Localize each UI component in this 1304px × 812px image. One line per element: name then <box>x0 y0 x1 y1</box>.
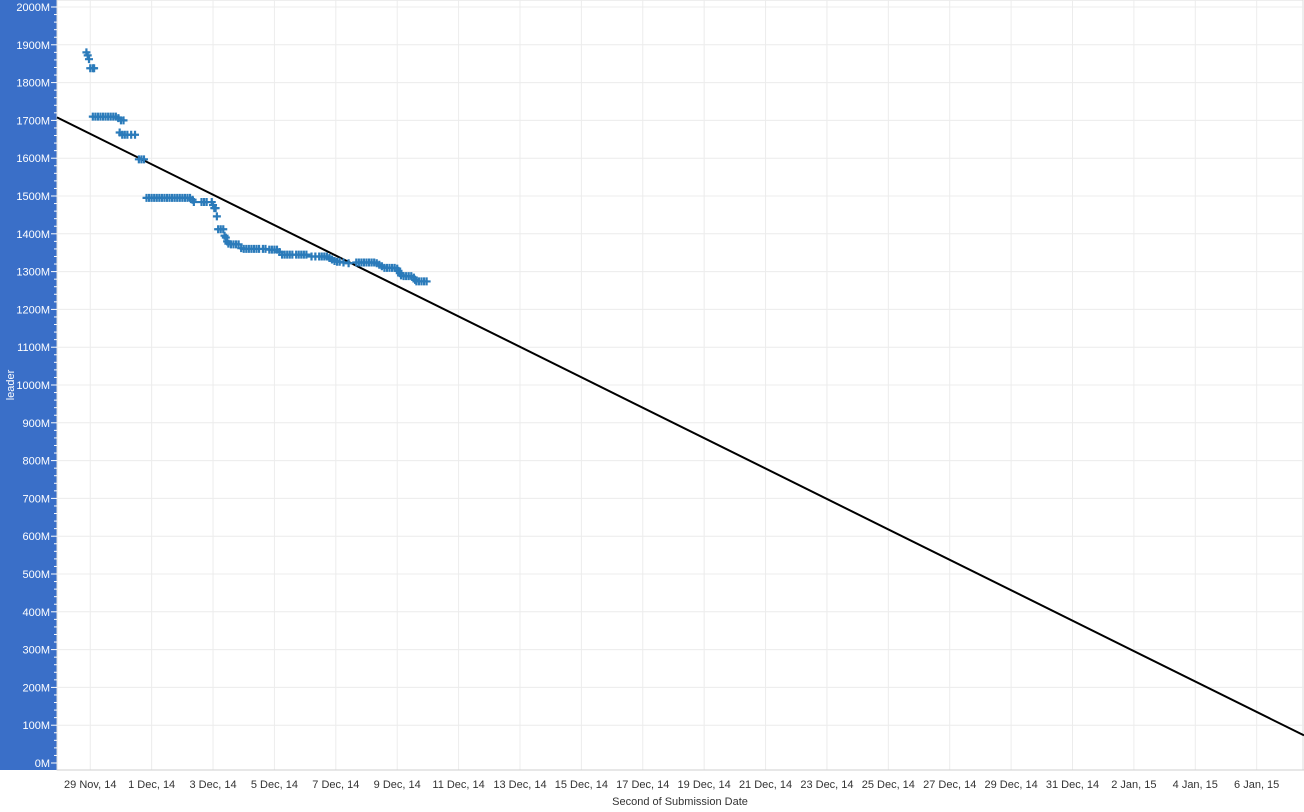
trend-line <box>56 116 1304 737</box>
x-tick-label: 11 Dec, 14 <box>432 779 484 791</box>
x-tick-label: 19 Dec, 14 <box>678 779 731 791</box>
y-tick-label: 1700M <box>16 115 50 127</box>
y-tick-label: 200M <box>22 682 50 694</box>
y-tick-label: 1100M <box>17 342 50 354</box>
y-tick-label: 1600M <box>16 153 50 165</box>
y-tick-label: 1400M <box>16 229 50 241</box>
y-tick-label: 1800M <box>16 78 50 90</box>
y-tick-label: 300M <box>22 645 50 657</box>
y-axis: 0M 100M 200M 300M 400M 500M 600M 700M 800M 900M 10… <box>16 2 57 770</box>
data-point <box>139 155 148 164</box>
x-tick-label: 6 Jan, 15 <box>1234 779 1279 791</box>
data-point <box>221 233 230 242</box>
x-tick-label: 9 Dec, 14 <box>374 779 421 791</box>
x-tick-label: 3 Dec, 14 <box>189 779 236 791</box>
x-tick-label: 2 Jan, 15 <box>1111 779 1156 791</box>
data-point <box>219 225 228 234</box>
grid <box>56 0 1304 771</box>
y-tick-label: 0M <box>35 758 50 770</box>
data-point <box>212 212 221 221</box>
x-tick-label: 4 Jan, 15 <box>1173 779 1218 791</box>
x-tick-label: 1 Dec, 14 <box>128 779 175 791</box>
x-tick-label: 29 Dec, 14 <box>985 779 1038 791</box>
data-point <box>84 55 93 64</box>
data-point <box>83 51 92 60</box>
y-tick-label: 100M <box>22 720 50 732</box>
x-tick-label: 5 Dec, 14 <box>251 779 298 791</box>
data-point <box>211 204 220 213</box>
data-point <box>344 259 353 268</box>
y-tick-label: 700M <box>22 493 50 505</box>
x-tick-label: 17 Dec, 14 <box>616 779 669 791</box>
y-tick-label: 600M <box>22 531 50 543</box>
y-tick-label: 2000M <box>16 2 50 14</box>
y-tick-label: 900M <box>22 418 50 430</box>
data-point <box>131 130 140 139</box>
x-axis-title: Second of Submission Date <box>612 796 748 808</box>
y-tick-label: 400M <box>22 607 50 619</box>
y-tick-label: 800M <box>22 456 50 468</box>
data-point <box>422 277 431 286</box>
x-tick-label: 23 Dec, 14 <box>800 779 853 791</box>
x-tick-label: 29 Nov, 14 <box>64 779 116 791</box>
x-tick-label: 7 Dec, 14 <box>312 779 359 791</box>
data-point <box>119 116 128 125</box>
y-axis-band <box>0 0 57 770</box>
y-axis-title: leader <box>5 369 17 400</box>
x-tick-label: 21 Dec, 14 <box>739 779 792 791</box>
trend-line-group <box>56 116 1304 737</box>
y-tick-label: 1300M <box>16 267 50 279</box>
x-tick-label: 25 Dec, 14 <box>862 779 915 791</box>
y-tick-label: 500M <box>22 569 50 581</box>
x-tick-label: 15 Dec, 14 <box>555 779 608 791</box>
data-point <box>302 250 311 259</box>
x-tick-label: 13 Dec, 14 <box>493 779 546 791</box>
data-point <box>411 275 420 284</box>
data-point <box>90 64 99 73</box>
y-tick-label: 1200M <box>16 304 50 316</box>
data-points <box>82 48 431 286</box>
y-tick-label: 1900M <box>16 40 50 52</box>
data-point <box>189 198 198 207</box>
y-tick-label: 1000M <box>16 380 50 392</box>
x-tick-label: 27 Dec, 14 <box>923 779 976 791</box>
x-tick-label: 31 Dec, 14 <box>1046 779 1099 791</box>
x-axis: 29 Nov, 14 1 Dec, 14 3 Dec, 14 5 Dec, 14 7 D… <box>57 769 1304 791</box>
y-tick-label: 1500M <box>16 191 50 203</box>
